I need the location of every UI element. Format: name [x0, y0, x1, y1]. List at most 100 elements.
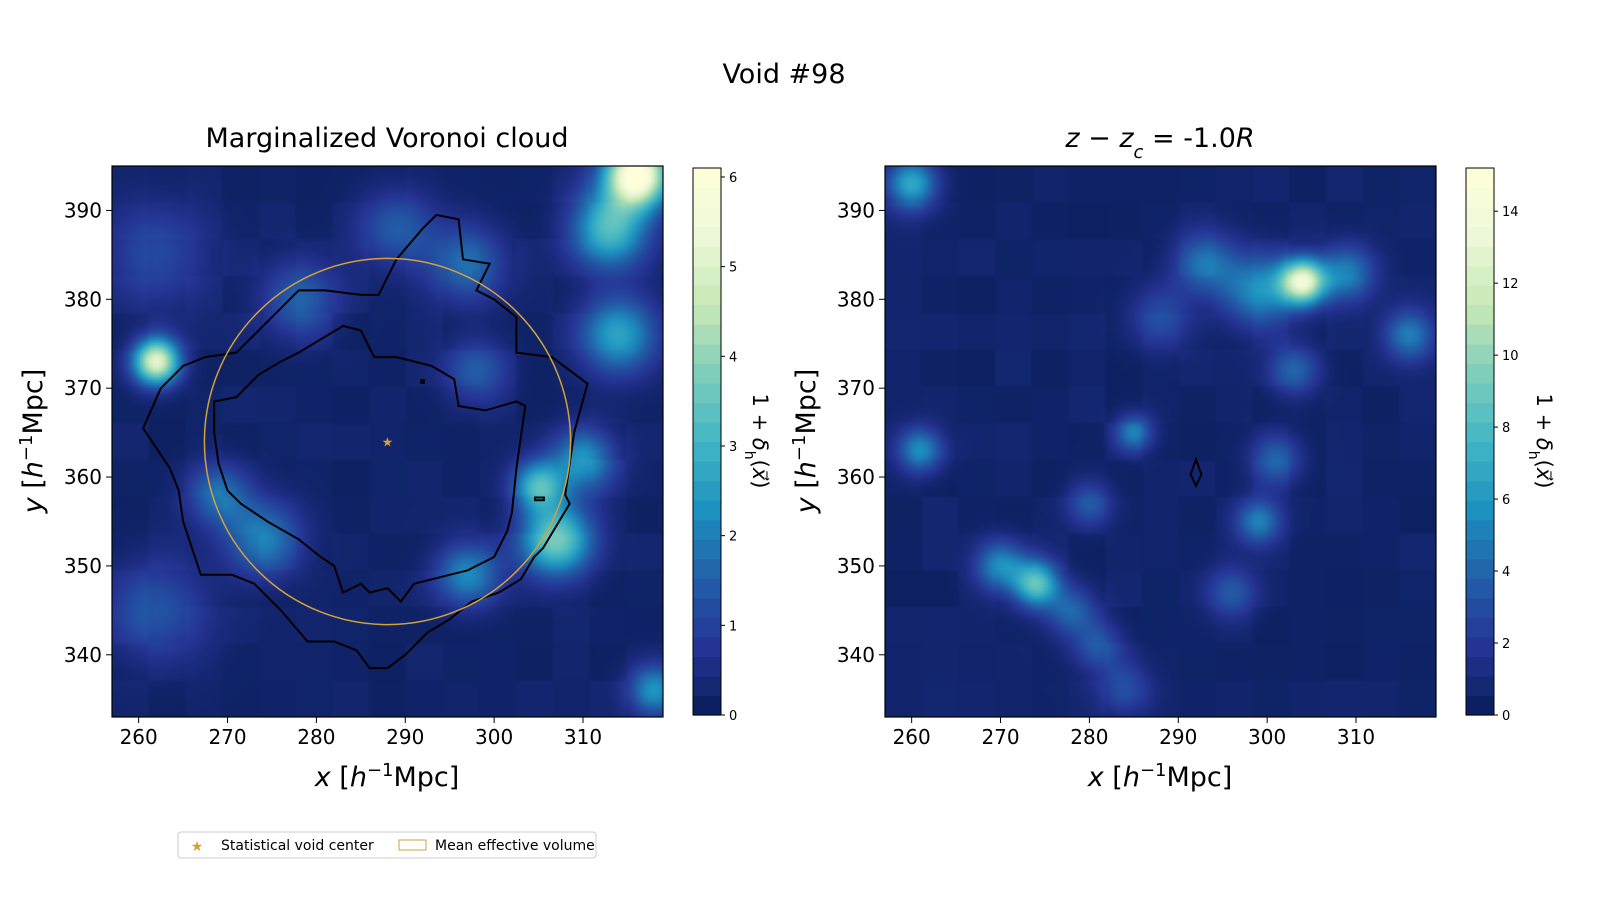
colorbar-segment — [693, 695, 721, 716]
legend-label-effective-volume: Mean effective volume — [435, 838, 595, 854]
y-tick-label: 350 — [837, 554, 875, 578]
colorbar-segment — [1466, 187, 1494, 208]
x-tick-label: 260 — [893, 725, 931, 749]
colorbar-left-label: 1 + δh(x⃗) — [741, 394, 772, 489]
y-tick-label: 370 — [837, 376, 875, 400]
colorbar-segment — [693, 187, 721, 208]
colorbar-segment — [1466, 695, 1494, 716]
x-tick-label: 290 — [1159, 725, 1197, 749]
colorbar-segment — [1466, 421, 1494, 443]
colorbar-segment — [1466, 500, 1494, 521]
colorbar-segment — [693, 539, 721, 560]
colorbar-segment — [693, 578, 721, 599]
legend: ★ Statistical void center Mean effective… — [177, 831, 597, 859]
colorbar-segment — [1466, 578, 1494, 599]
y-tick-label: 370 — [64, 376, 102, 400]
colorbar-segment — [1466, 675, 1494, 697]
panel-right-title: z − zc = -1.0R — [1064, 123, 1254, 163]
y-tick-label: 390 — [837, 198, 875, 222]
colorbar-segment — [1466, 402, 1494, 423]
x-tick-label: 290 — [386, 725, 424, 749]
axes-frame — [884, 165, 1437, 718]
colorbar-segment — [693, 421, 721, 443]
colorbar-segment — [693, 558, 721, 579]
colorbar-segment — [693, 597, 721, 618]
colorbar-tick-label: 1 — [729, 619, 737, 634]
x-tick-label: 270 — [981, 725, 1019, 749]
colorbar-segment — [693, 382, 721, 404]
colorbar-tick-label: 5 — [729, 261, 737, 276]
y-tick-label: 350 — [64, 554, 102, 578]
y-tick-label: 340 — [837, 643, 875, 667]
x-tick-label: 310 — [564, 725, 602, 749]
colorbar-segment — [693, 226, 721, 247]
colorbar-tick-label: 10 — [1502, 349, 1519, 364]
plot-area-left: ★ — [112, 166, 663, 717]
colorbar-segment — [693, 168, 721, 189]
legend-star-marker: ★ — [191, 839, 204, 855]
colorbar-frame — [692, 167, 722, 716]
xlabel-left: x [h−1Mpc] — [314, 760, 460, 794]
y-tick-label: 380 — [837, 287, 875, 311]
axes-right: 260 270 280 290 300 310 340 350 360 370 380 390 — [837, 165, 1437, 749]
colorbar-segment — [693, 324, 721, 345]
colorbar-segment — [1466, 343, 1494, 364]
colorbar-segment — [693, 441, 721, 462]
colorbar-tick-label: 0 — [729, 709, 737, 724]
density-contour-3 — [420, 379, 425, 384]
colorbar-segment — [1466, 519, 1494, 540]
colorbar-tick-label: 2 — [1502, 637, 1510, 652]
colorbar-segment — [693, 617, 721, 638]
panel-right: z − zc = -1.0R 260 270 280 290 300 3103403503… — [789, 123, 1557, 793]
axes-left: 260 270 280 290 300 310 340 350 360 370 380 390 — [64, 165, 664, 749]
x-tick-label: 300 — [1248, 725, 1286, 749]
colorbar-segment — [1466, 617, 1494, 638]
colorbar-segment — [693, 656, 721, 677]
colorbar-segment — [693, 500, 721, 521]
colorbar-segment — [1466, 480, 1494, 501]
ylabel-right: y [h−1Mpc] — [789, 369, 823, 515]
colorbar-frame — [1465, 167, 1495, 716]
suptitle: Void #98 — [722, 59, 845, 90]
colorbar-segment — [1466, 207, 1494, 228]
ylabel-left: y [h−1Mpc] — [16, 369, 50, 515]
colorbar-segment — [693, 343, 721, 364]
colorbar-tick-label: 8 — [1502, 421, 1510, 436]
colorbar-segment — [1466, 285, 1494, 306]
colorbar-segment — [693, 285, 721, 306]
colorbar-segment — [693, 246, 721, 267]
colorbar-segment — [693, 363, 721, 384]
x-tick-label: 300 — [475, 725, 513, 749]
panel-left: Marginalized Voronoi cloud ★ 260 270 280 29… — [16, 123, 773, 793]
density-field — [885, 166, 1436, 717]
colorbar-segment — [693, 304, 721, 325]
y-tick-label: 360 — [837, 465, 875, 489]
panel-left-title: Marginalized Voronoi cloud — [205, 123, 568, 154]
colorbar-tick-label: 3 — [729, 440, 737, 455]
x-tick-label: 280 — [297, 725, 335, 749]
colorbar-left: 0 1 2 3 4 5 6 — [692, 167, 737, 724]
plot-area-right — [885, 166, 1436, 717]
legend-label-void-center: Statistical void center — [221, 838, 374, 854]
colorbar-segment — [1466, 226, 1494, 247]
y-tick-label: 360 — [64, 465, 102, 489]
colorbar-tick-label: 6 — [729, 171, 737, 186]
xlabel-right: x [h−1Mpc] — [1087, 760, 1233, 794]
x-tick-label: 280 — [1070, 725, 1108, 749]
y-tick-label: 390 — [64, 198, 102, 222]
colorbar-tick-label: 0 — [1502, 709, 1510, 724]
colorbar-segment — [1466, 558, 1494, 579]
colorbar-segment — [1466, 304, 1494, 325]
legend-frame — [177, 831, 597, 859]
colorbar-tick-label: 12 — [1502, 277, 1519, 292]
colorbar-tick-label: 2 — [729, 530, 737, 545]
density-contour-2 — [534, 496, 545, 502]
colorbar-segment — [1466, 441, 1494, 462]
colorbar-segment — [1466, 265, 1494, 286]
colorbar-segment — [693, 461, 721, 482]
density-contour-1 — [213, 324, 527, 604]
legend-volume-swatch — [398, 839, 427, 851]
colorbar-segment — [1466, 461, 1494, 482]
void-center-marker: ★ — [382, 436, 394, 451]
axes-frame — [111, 165, 664, 718]
